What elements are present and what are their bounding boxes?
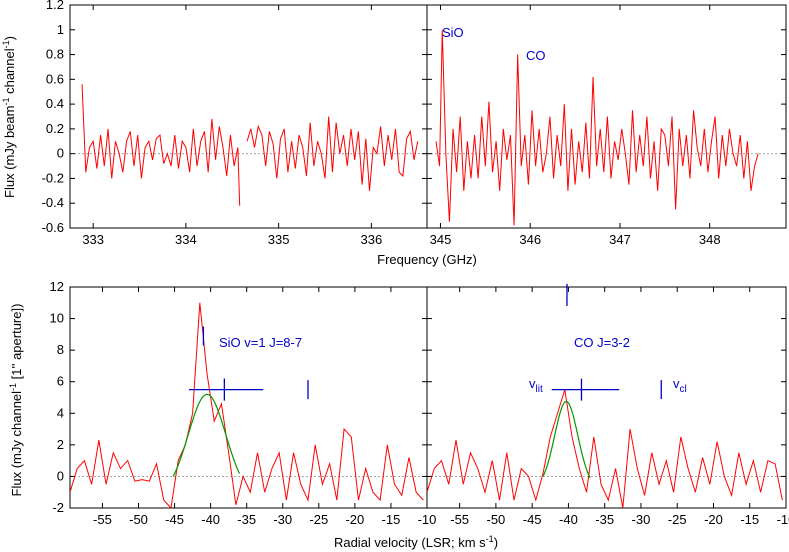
y-tick-label: 10	[50, 311, 64, 326]
y-tick-label: 0.8	[46, 47, 64, 62]
top-right-panel: 345 346 347 348	[426, 4, 787, 247]
x-tick-label: -20	[345, 512, 364, 527]
x-tick-label: 334	[175, 232, 197, 247]
y-tick-label: 0.6	[46, 71, 64, 86]
x-tick-label: 336	[361, 232, 383, 247]
spectrum-line	[81, 84, 241, 206]
y-tick-label: -0.6	[42, 220, 64, 235]
plot-frame	[69, 286, 428, 509]
x-tick-label: -40	[559, 512, 578, 527]
x-tick-label: 346	[519, 232, 541, 247]
y-tick-label: 2	[57, 437, 64, 452]
plot-frame	[426, 4, 787, 229]
y-tick-label: 1.2	[46, 0, 64, 12]
top-y-axis-title: Flux (mJy beam-1 channel-1)	[1, 36, 17, 198]
x-tick-label: -25	[309, 512, 328, 527]
x-tick-label: -20	[704, 512, 723, 527]
top-x-axis-title: Frequency (GHz)	[377, 252, 477, 267]
x-tick-label: -55	[93, 512, 112, 527]
plot-area	[81, 84, 419, 206]
gaussian-fit-curve	[542, 400, 591, 479]
x-tick-label: 345	[430, 232, 452, 247]
sio-line-label: SiO v=1 J=8-7	[219, 335, 302, 350]
x-tick-label: -15	[740, 512, 759, 527]
plot-area	[70, 302, 424, 508]
co-peak-label: CO	[526, 48, 546, 63]
plot-frame	[69, 4, 428, 229]
x-tick-label: -25	[668, 512, 687, 527]
spectrum-line	[246, 116, 419, 191]
x-tick-label: -10	[418, 512, 437, 527]
bottom-right-panel: -10 -15 -20 -25 -30 -35 -40 -45 -50 -55	[426, 283, 789, 527]
y-tick-label: 12	[50, 279, 64, 294]
plot-area	[435, 29, 759, 226]
y-tick-label: -2	[52, 500, 64, 515]
x-tick-label: 333	[82, 232, 104, 247]
y-tick-label: 0	[57, 468, 64, 483]
x-tick-label: -40	[201, 512, 220, 527]
y-tick-label: 0	[57, 146, 64, 161]
vcl-label: vcl	[673, 376, 687, 395]
x-tick-label: -50	[487, 512, 506, 527]
bottom-left-panel: -55 -50 -45 -40 -35 -30 -25 -20 -15 -10-202468101…	[50, 279, 437, 527]
x-tick-label: -45	[165, 512, 184, 527]
spectrum-line	[435, 29, 759, 226]
bottom-x-axis-title: Radial velocity (LSR; km s-1)	[334, 534, 498, 550]
top-left-panel: 333 334 335 336 -0.6 -0.4 -0.2 0 0.2 0.4 0.6 0.8 1 1.…	[42, 0, 428, 247]
y-tick-label: 0.4	[46, 96, 64, 111]
plot-area	[427, 389, 783, 508]
x-tick-label: -55	[450, 512, 469, 527]
x-tick-label: -50	[129, 512, 148, 527]
y-tick-label: 1	[57, 22, 64, 37]
x-tick-label: -30	[632, 512, 651, 527]
y-tick-label: 4	[57, 405, 64, 420]
x-tick-label: -10	[777, 512, 789, 527]
plot-frame	[426, 286, 787, 509]
co-line-label: CO J=3-2	[574, 335, 630, 350]
spectrum-line	[427, 389, 783, 508]
y-tick-label: 0.2	[46, 121, 64, 136]
x-tick-label: 347	[609, 232, 631, 247]
x-tick-label: -45	[523, 512, 542, 527]
sio-peak-label: SiO	[442, 25, 464, 40]
x-tick-label: -30	[273, 512, 292, 527]
x-tick-label: -15	[382, 512, 401, 527]
vlit-label: vlit	[529, 376, 543, 395]
gaussian-fit-curve	[172, 393, 241, 477]
x-tick-label: -35	[595, 512, 614, 527]
spectrum-line	[70, 302, 424, 508]
bottom-y-axis-title: Flux (mJy channel-1 [1'' aperture])	[8, 304, 24, 497]
x-tick-label: 335	[268, 232, 290, 247]
y-tick-label: 6	[57, 374, 64, 389]
y-tick-label: 8	[57, 342, 64, 357]
x-tick-label: 348	[699, 232, 721, 247]
x-tick-label: -35	[237, 512, 256, 527]
y-tick-label: -0.2	[42, 170, 64, 185]
y-tick-label: -0.4	[42, 195, 64, 210]
